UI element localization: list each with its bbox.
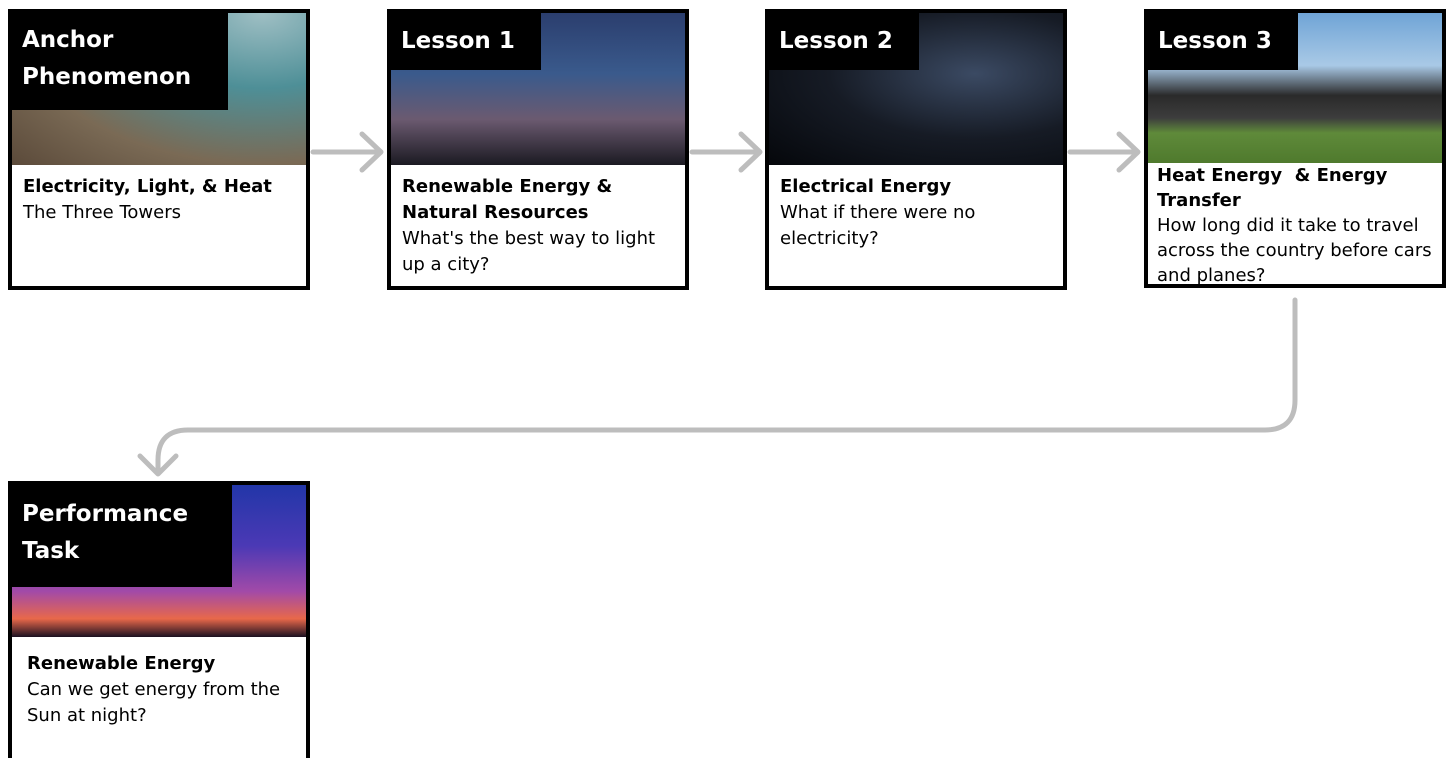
image: Lesson 3 [1148, 13, 1442, 163]
card-title: Electrical Energy [780, 176, 952, 197]
card: Lesson 3 Heat Energy & Energy Transfer Ho… [1144, 9, 1446, 288]
arrow [137, 297, 1298, 477]
card-title: Renewable Energy & Natural Resources [402, 176, 619, 223]
card-description: How long did it take to travel across th… [1157, 215, 1432, 286]
image: Anchor Phenomenon [12, 13, 306, 165]
card-description: The Three Towers [23, 202, 182, 223]
card: Lesson 2 Electrical Energy What if there … [765, 9, 1067, 290]
card-description: What if there were no electricity? [780, 202, 976, 249]
image: Performance Task [12, 485, 306, 637]
card-label: Lesson 1 [391, 13, 541, 70]
arrow [1067, 131, 1141, 173]
card-title: Heat Energy & Energy Transfer [1157, 165, 1394, 211]
card-description: Can we get energy from the Sun at night? [27, 679, 281, 726]
image: Lesson 2 [769, 13, 1063, 165]
card: Performance Task Renewable Energy Can we … [8, 481, 310, 758]
card-label: Performance Task [12, 485, 232, 587]
card-label: Lesson 3 [1148, 13, 1298, 70]
card-label: Lesson 2 [769, 13, 919, 70]
card-title: Electricity, Light, & Heat [23, 176, 272, 197]
card: Lesson 1 Renewable Energy & Natural Reso… [387, 9, 689, 290]
card-label: Anchor Phenomenon [12, 13, 228, 110]
image: Lesson 1 [391, 13, 685, 165]
arrow [310, 131, 384, 173]
arrow [689, 131, 763, 173]
card-description: What's the best way to light up a city? [402, 228, 656, 275]
card-title: Renewable Energy [27, 653, 216, 674]
card: Anchor Phenomenon Electricity, Light, & … [8, 9, 310, 290]
